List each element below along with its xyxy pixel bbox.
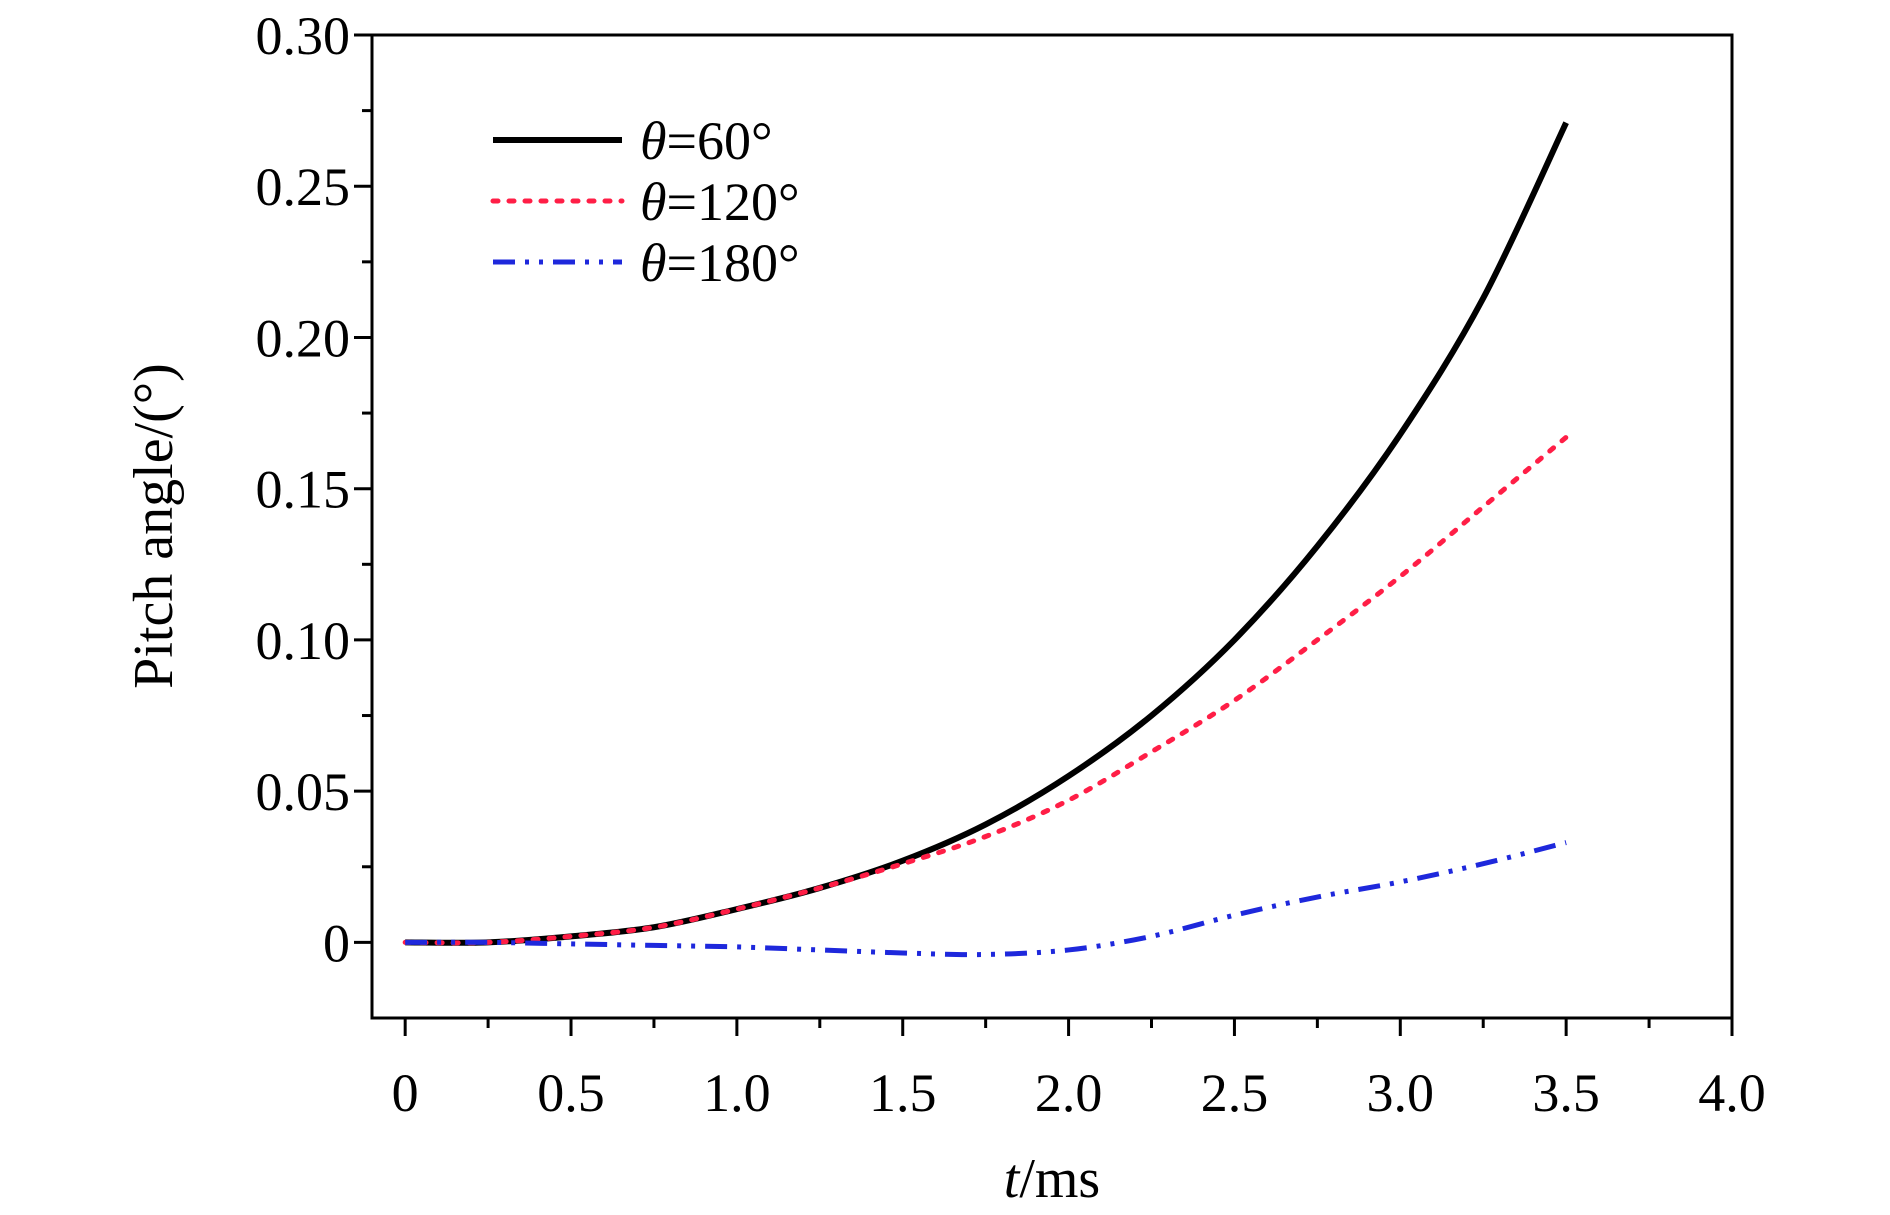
y-tick-label: 0.10 [256, 611, 351, 671]
y-tick-label: 0.25 [256, 157, 351, 217]
y-axis-label: Pitch angle/(°) [123, 363, 185, 689]
legend-label: θ=60° [640, 111, 773, 171]
x-tick-label: 2.5 [1201, 1063, 1269, 1123]
series-line-3 [405, 840, 1567, 958]
legend-label: θ=180° [640, 233, 800, 293]
y-tick-label: 0.15 [256, 460, 351, 520]
x-axis-label: t/ms [1004, 1148, 1100, 1210]
y-tick-label: 0.20 [256, 308, 351, 368]
x-tick-label: 0.5 [537, 1063, 605, 1123]
series-line-2 [402, 434, 1569, 946]
x-axis-ticks: 0 0.5 1.0 1.5 2.0 2.5 3.0 3.5 4.0 [392, 1018, 1766, 1123]
series-line-1 [405, 121, 1569, 946]
x-tick-label: 0 [392, 1063, 419, 1123]
x-axis-label-italic: t [1004, 1148, 1021, 1210]
x-tick-label: 2.0 [1035, 1063, 1103, 1123]
series-layer [402, 121, 1569, 958]
x-tick-label: 4.0 [1698, 1063, 1766, 1123]
legend: θ=60°θ=120°θ=180° [490, 111, 800, 293]
x-axis-label-unit: /ms [1019, 1148, 1100, 1210]
y-tick-label: 0 [323, 913, 350, 973]
y-axis-ticks: 0 0.05 0.10 0.15 0.20 0.25 0.30 [256, 6, 372, 973]
x-tick-label: 1.5 [869, 1063, 937, 1123]
y-tick-label: 0.30 [256, 6, 351, 66]
x-tick-label: 1.0 [703, 1063, 771, 1123]
x-tick-label: 3.0 [1367, 1063, 1435, 1123]
y-tick-label: 0.05 [256, 762, 351, 822]
plot-frame [370, 33, 1734, 1020]
legend-label: θ=120° [640, 172, 800, 232]
x-tick-label: 3.5 [1532, 1063, 1600, 1123]
